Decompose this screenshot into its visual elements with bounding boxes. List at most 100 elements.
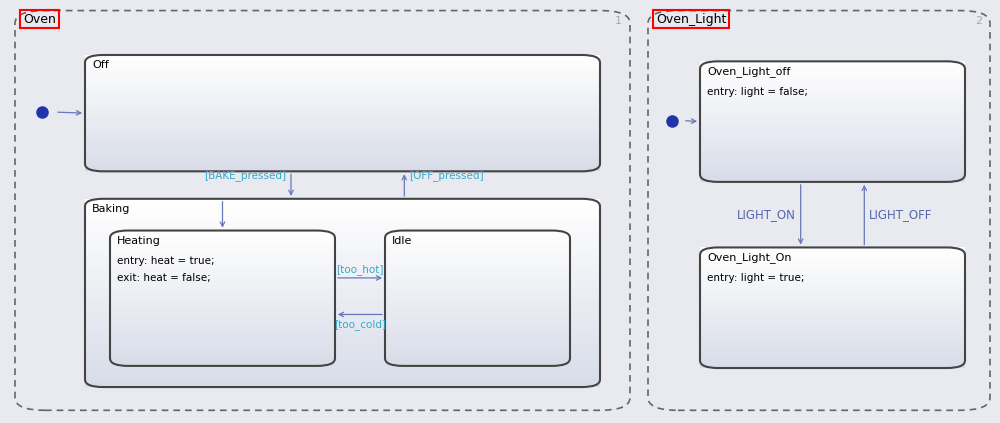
- FancyBboxPatch shape: [85, 151, 600, 154]
- FancyBboxPatch shape: [700, 247, 965, 250]
- FancyBboxPatch shape: [85, 139, 600, 142]
- FancyBboxPatch shape: [85, 269, 600, 274]
- FancyBboxPatch shape: [85, 162, 600, 165]
- FancyBboxPatch shape: [385, 339, 570, 342]
- FancyBboxPatch shape: [85, 125, 600, 128]
- FancyBboxPatch shape: [85, 326, 600, 331]
- FancyBboxPatch shape: [385, 346, 570, 349]
- FancyBboxPatch shape: [85, 84, 600, 87]
- FancyBboxPatch shape: [85, 316, 600, 321]
- FancyBboxPatch shape: [110, 342, 335, 346]
- FancyBboxPatch shape: [700, 284, 965, 287]
- FancyBboxPatch shape: [85, 255, 600, 260]
- Text: entry: heat = true;: entry: heat = true;: [117, 256, 215, 266]
- FancyBboxPatch shape: [385, 315, 570, 319]
- Text: LIGHT_ON: LIGHT_ON: [737, 208, 796, 221]
- FancyBboxPatch shape: [110, 251, 335, 254]
- FancyBboxPatch shape: [700, 113, 965, 115]
- FancyBboxPatch shape: [385, 254, 570, 258]
- FancyBboxPatch shape: [700, 299, 965, 302]
- FancyBboxPatch shape: [700, 350, 965, 353]
- FancyBboxPatch shape: [700, 98, 965, 101]
- FancyBboxPatch shape: [110, 329, 335, 332]
- FancyBboxPatch shape: [700, 256, 965, 260]
- FancyBboxPatch shape: [85, 55, 600, 58]
- FancyBboxPatch shape: [85, 250, 600, 255]
- FancyBboxPatch shape: [700, 64, 965, 67]
- Text: 2: 2: [975, 16, 982, 26]
- FancyBboxPatch shape: [110, 332, 335, 335]
- FancyBboxPatch shape: [85, 113, 600, 116]
- FancyBboxPatch shape: [85, 102, 600, 104]
- FancyBboxPatch shape: [385, 244, 570, 247]
- FancyBboxPatch shape: [85, 378, 600, 382]
- FancyBboxPatch shape: [110, 339, 335, 342]
- FancyBboxPatch shape: [85, 199, 600, 203]
- FancyBboxPatch shape: [700, 347, 965, 350]
- FancyBboxPatch shape: [85, 165, 600, 168]
- FancyBboxPatch shape: [385, 288, 570, 291]
- FancyBboxPatch shape: [385, 325, 570, 329]
- FancyBboxPatch shape: [385, 329, 570, 332]
- FancyBboxPatch shape: [700, 88, 965, 91]
- FancyBboxPatch shape: [700, 85, 965, 88]
- FancyBboxPatch shape: [385, 298, 570, 302]
- FancyBboxPatch shape: [85, 208, 600, 213]
- FancyBboxPatch shape: [85, 104, 600, 107]
- Text: [OFF_pressed]: [OFF_pressed]: [409, 170, 484, 181]
- Text: Oven_Light: Oven_Light: [656, 13, 726, 26]
- FancyBboxPatch shape: [110, 335, 335, 339]
- FancyBboxPatch shape: [85, 335, 600, 340]
- FancyBboxPatch shape: [700, 326, 965, 329]
- FancyBboxPatch shape: [700, 320, 965, 323]
- FancyBboxPatch shape: [385, 349, 570, 352]
- FancyBboxPatch shape: [85, 260, 600, 265]
- FancyBboxPatch shape: [700, 287, 965, 290]
- FancyBboxPatch shape: [85, 241, 600, 246]
- FancyBboxPatch shape: [700, 179, 965, 182]
- FancyBboxPatch shape: [85, 148, 600, 151]
- FancyBboxPatch shape: [700, 82, 965, 85]
- FancyBboxPatch shape: [700, 70, 965, 74]
- FancyBboxPatch shape: [700, 362, 965, 365]
- FancyBboxPatch shape: [110, 254, 335, 258]
- FancyBboxPatch shape: [110, 261, 335, 264]
- FancyBboxPatch shape: [85, 302, 600, 307]
- FancyBboxPatch shape: [700, 146, 965, 149]
- FancyBboxPatch shape: [110, 281, 335, 285]
- FancyBboxPatch shape: [85, 373, 600, 378]
- FancyBboxPatch shape: [700, 332, 965, 335]
- FancyBboxPatch shape: [700, 356, 965, 359]
- FancyBboxPatch shape: [85, 283, 600, 288]
- Text: Baking: Baking: [92, 204, 130, 214]
- FancyBboxPatch shape: [85, 354, 600, 359]
- FancyBboxPatch shape: [110, 231, 335, 234]
- FancyBboxPatch shape: [85, 69, 600, 72]
- FancyBboxPatch shape: [385, 319, 570, 322]
- FancyBboxPatch shape: [385, 271, 570, 275]
- FancyBboxPatch shape: [110, 264, 335, 268]
- FancyBboxPatch shape: [85, 58, 600, 61]
- FancyBboxPatch shape: [700, 104, 965, 107]
- Text: Off: Off: [92, 60, 109, 70]
- FancyBboxPatch shape: [85, 134, 600, 136]
- FancyBboxPatch shape: [85, 81, 600, 84]
- FancyBboxPatch shape: [385, 258, 570, 261]
- FancyBboxPatch shape: [385, 234, 570, 237]
- FancyBboxPatch shape: [700, 143, 965, 146]
- FancyBboxPatch shape: [85, 131, 600, 134]
- FancyBboxPatch shape: [110, 291, 335, 295]
- FancyBboxPatch shape: [85, 213, 600, 217]
- FancyBboxPatch shape: [110, 325, 335, 329]
- FancyBboxPatch shape: [110, 298, 335, 302]
- FancyBboxPatch shape: [700, 167, 965, 170]
- FancyBboxPatch shape: [110, 356, 335, 359]
- FancyBboxPatch shape: [700, 134, 965, 137]
- FancyBboxPatch shape: [385, 295, 570, 298]
- FancyBboxPatch shape: [700, 80, 965, 82]
- FancyBboxPatch shape: [85, 154, 600, 157]
- FancyBboxPatch shape: [700, 170, 965, 173]
- FancyBboxPatch shape: [700, 94, 965, 98]
- Text: LIGHT_OFF: LIGHT_OFF: [869, 208, 933, 221]
- FancyBboxPatch shape: [700, 158, 965, 161]
